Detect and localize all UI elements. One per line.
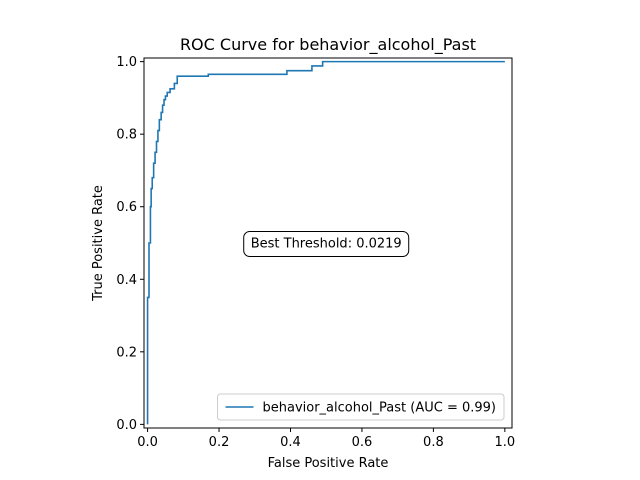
annotation-text: Best Threshold: 0.0219 xyxy=(251,237,402,252)
legend-label: behavior_alcohol_Past (AUC = 0.99) xyxy=(263,401,497,416)
x-tick-label: 0.0 xyxy=(137,435,158,450)
x-tick-label: 1.0 xyxy=(495,435,516,450)
y-axis-ticks: 0.0 0.2 0.4 0.6 0.8 1.0 xyxy=(116,55,144,433)
y-tick-label: 0.0 xyxy=(116,418,137,433)
y-tick-label: 1.0 xyxy=(116,55,137,70)
x-axis-label: False Positive Rate xyxy=(268,456,389,471)
y-tick-label: 0.6 xyxy=(116,200,137,215)
y-tick-label: 0.4 xyxy=(116,273,137,288)
annotation-box xyxy=(243,231,410,257)
x-axis-ticks: 0.0 0.2 0.4 0.6 0.8 1.0 xyxy=(137,428,515,450)
legend-entry: behavior_alcohol_Past (AUC = 0.99) xyxy=(225,401,497,416)
x-tick-label: 0.2 xyxy=(209,435,230,450)
y-tick-label: 0.2 xyxy=(116,345,137,360)
annotations: Best Threshold: 0.0219 xyxy=(243,231,410,257)
series-line-0 xyxy=(146,60,505,425)
x-tick-label: 0.6 xyxy=(352,435,373,450)
plot-frame xyxy=(143,57,513,429)
x-tick-label: 0.8 xyxy=(423,435,444,450)
legend: behavior_alcohol_Past (AUC = 0.99) xyxy=(217,393,505,421)
y-axis-label: True Positive Rate xyxy=(91,185,106,302)
threshold-annotation: Best Threshold: 0.0219 xyxy=(243,231,410,257)
x-tick-label: 0.4 xyxy=(280,435,301,450)
legend-box xyxy=(217,393,505,421)
chart-title: ROC Curve for behavior_alcohol_Past xyxy=(180,35,476,55)
plot-area xyxy=(143,57,513,429)
y-tick-label: 0.8 xyxy=(116,128,137,143)
